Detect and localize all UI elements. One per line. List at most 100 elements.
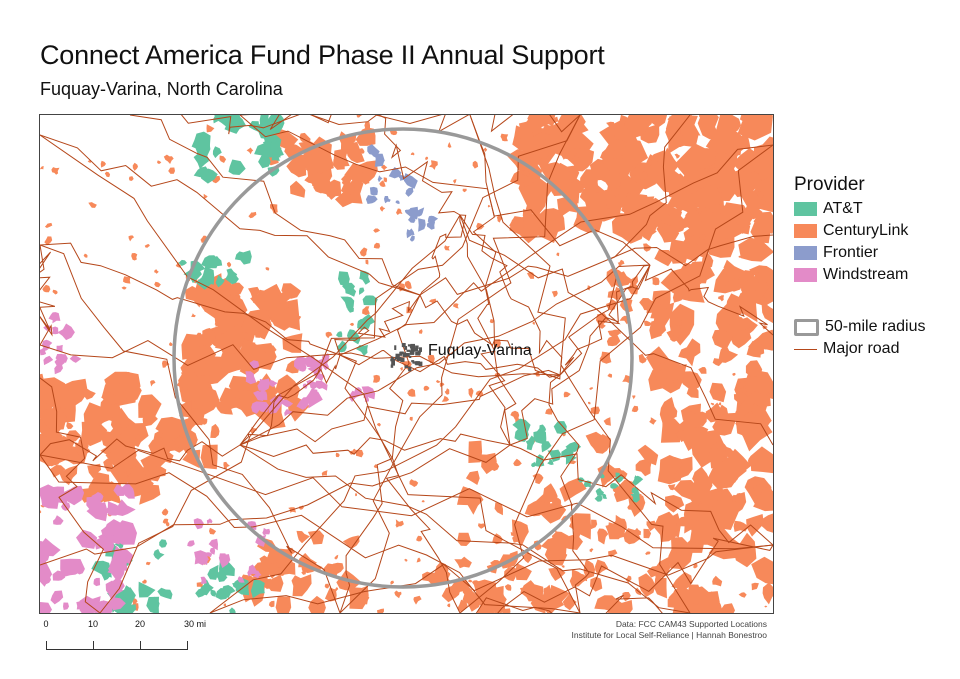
scale-bar: 0 10 20 30 mi [38, 619, 238, 650]
centurylink-area [373, 374, 381, 383]
centurylink-area [40, 166, 44, 170]
windstream-area [197, 555, 209, 566]
fifty-mile-radius-circle [172, 127, 634, 589]
centurylink-area [678, 338, 701, 367]
centurylink-area [525, 177, 550, 216]
centurylink-area [489, 460, 500, 471]
centurylink-area [257, 289, 267, 296]
att-area [359, 270, 371, 285]
windstream-area [107, 597, 126, 611]
centurylink-area [303, 153, 308, 159]
map-canvas[interactable]: Fuquay-Varina [40, 115, 773, 613]
centurylink-area [478, 523, 486, 529]
centurylink-swatch [794, 224, 817, 238]
centurylink-area [131, 253, 138, 261]
centurylink-area [349, 322, 354, 326]
major-road [239, 115, 651, 266]
att-area [199, 266, 215, 285]
centurylink-area [762, 520, 773, 531]
windstream-area [52, 326, 59, 335]
att-area [178, 259, 187, 266]
centurylink-area [254, 330, 262, 338]
centurylink-area [607, 522, 626, 540]
centurylink-area [168, 167, 175, 174]
road-swatch [794, 348, 817, 350]
att-area [210, 589, 217, 597]
centurylink-area [395, 519, 404, 528]
centurylink-area [253, 297, 257, 303]
centurylink-area [745, 370, 773, 401]
scale-label-0: 0 [43, 619, 49, 629]
att-area [345, 285, 357, 297]
major-road [339, 349, 561, 378]
centurylink-area [268, 600, 275, 608]
centurylink-area [146, 561, 151, 566]
centurylink-area [87, 463, 102, 479]
windstream-area [208, 538, 218, 551]
centurylink-area [322, 563, 338, 578]
centurylink-area [686, 384, 699, 399]
town-footprint [414, 361, 418, 365]
centurylink-area [510, 531, 515, 536]
major-road [459, 144, 773, 613]
major-road [130, 115, 360, 135]
att-area [630, 490, 640, 503]
centurylink-area [515, 417, 521, 423]
centurylink-area [718, 340, 724, 346]
windstream-areas [40, 312, 376, 613]
att-area [226, 268, 238, 281]
major-road [419, 234, 773, 296]
town-footprint [415, 351, 420, 356]
centurylink-area [441, 578, 461, 603]
centurylink-area [638, 573, 656, 597]
centurylink-area [753, 211, 773, 234]
centurylink-area [667, 594, 684, 608]
centurylink-area [665, 495, 685, 513]
centurylink-area [713, 448, 752, 483]
windstream-area [48, 312, 61, 321]
centurylink-area [551, 495, 558, 502]
windstream-area [41, 339, 53, 347]
major-road [334, 294, 421, 356]
centurylink-area [704, 167, 709, 172]
centurylink-area [760, 418, 770, 427]
legend-title: Provider [794, 174, 865, 195]
frontier-area [398, 174, 406, 181]
centurylink-area [512, 125, 539, 153]
windstream-area [252, 570, 262, 579]
centurylink-area [650, 147, 679, 179]
att-area [547, 459, 554, 465]
centurylink-area [140, 443, 168, 473]
major-road [644, 264, 773, 336]
windstream-area [257, 378, 270, 392]
centurylink-area [100, 160, 106, 168]
att-area [525, 435, 536, 451]
centurylink-area [660, 267, 690, 301]
windstream-area [121, 482, 135, 499]
centurylink-area [556, 252, 560, 257]
major-road [339, 144, 773, 356]
centurylink-area [192, 273, 223, 306]
frontier-area [377, 175, 383, 183]
windstream-area [40, 559, 53, 587]
centurylink-area [622, 592, 631, 602]
centurylink-area [407, 388, 416, 397]
centurylink-area [494, 339, 501, 348]
centurylink-area [698, 367, 707, 374]
centurylink-area [762, 582, 773, 605]
centurylink-area [138, 394, 162, 418]
map-frame[interactable]: Fuquay-Varina [39, 114, 774, 614]
centurylink-area [645, 551, 651, 555]
windstream-area [69, 355, 82, 363]
centurylink-area [421, 500, 425, 503]
centurylink-area [131, 433, 142, 448]
town-footprint [404, 365, 408, 369]
centurylink-area [148, 465, 167, 477]
windstream-area [76, 529, 98, 549]
centurylink-area [751, 556, 773, 585]
centurylink-area [764, 605, 768, 608]
windstream-area [262, 527, 271, 536]
centurylink-area [40, 510, 42, 514]
frontier-area [369, 186, 378, 196]
centurylink-area [712, 575, 723, 587]
